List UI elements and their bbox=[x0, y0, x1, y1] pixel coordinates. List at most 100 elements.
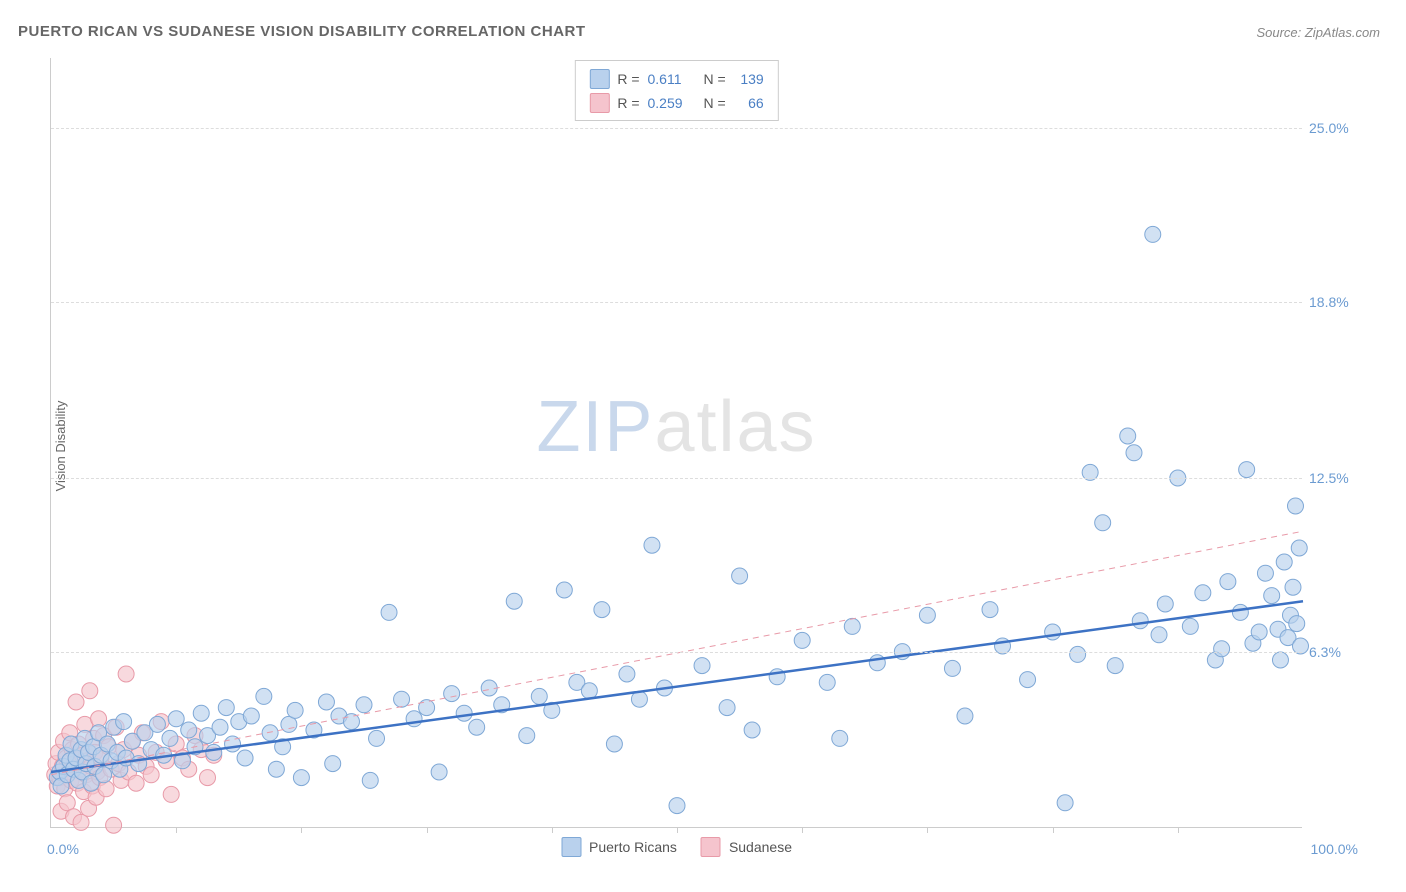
x-tick bbox=[1053, 827, 1054, 833]
r-value-su: 0.259 bbox=[648, 95, 696, 111]
data-point bbox=[819, 674, 835, 690]
trend-line bbox=[51, 601, 1303, 772]
data-point bbox=[96, 767, 112, 783]
data-point bbox=[556, 582, 572, 598]
data-point bbox=[1276, 554, 1292, 570]
swatch-su bbox=[589, 93, 609, 113]
data-point bbox=[1095, 515, 1111, 531]
data-point bbox=[82, 683, 98, 699]
data-point bbox=[1145, 226, 1161, 242]
data-point bbox=[106, 817, 122, 833]
chart-title: PUERTO RICAN VS SUDANESE VISION DISABILI… bbox=[18, 23, 586, 40]
x-max-label: 100.0% bbox=[1311, 841, 1358, 857]
data-point bbox=[212, 719, 228, 735]
n-label: N = bbox=[704, 95, 726, 111]
gridline-h bbox=[51, 478, 1302, 479]
data-point bbox=[419, 700, 435, 716]
data-point bbox=[73, 814, 89, 830]
data-point bbox=[744, 722, 760, 738]
y-tick-label: 6.3% bbox=[1309, 644, 1364, 660]
data-point bbox=[163, 786, 179, 802]
data-point bbox=[832, 730, 848, 746]
trend-line bbox=[51, 531, 1303, 775]
data-point bbox=[143, 767, 159, 783]
data-point bbox=[343, 714, 359, 730]
data-point bbox=[1195, 585, 1211, 601]
data-point bbox=[98, 781, 114, 797]
stats-legend: R = 0.611 N = 139 R = 0.259 N = 66 bbox=[574, 60, 778, 121]
y-tick-label: 18.8% bbox=[1309, 294, 1364, 310]
stats-row-pr: R = 0.611 N = 139 bbox=[589, 67, 763, 91]
data-point bbox=[243, 708, 259, 724]
n-label: N = bbox=[704, 71, 726, 87]
data-point bbox=[1251, 624, 1267, 640]
data-point bbox=[594, 602, 610, 618]
x-tick bbox=[176, 827, 177, 833]
data-point bbox=[237, 750, 253, 766]
data-point bbox=[181, 722, 197, 738]
data-point bbox=[919, 607, 935, 623]
data-point bbox=[1070, 646, 1086, 662]
data-point bbox=[168, 711, 184, 727]
data-point bbox=[644, 537, 660, 553]
data-point bbox=[619, 666, 635, 682]
x-tick bbox=[802, 827, 803, 833]
data-point bbox=[1264, 588, 1280, 604]
data-point bbox=[581, 683, 597, 699]
swatch-pr bbox=[589, 69, 609, 89]
stats-row-su: R = 0.259 N = 66 bbox=[589, 91, 763, 115]
x-tick bbox=[927, 827, 928, 833]
r-label: R = bbox=[617, 95, 639, 111]
data-point bbox=[325, 756, 341, 772]
x-tick bbox=[427, 827, 428, 833]
chart-plot-area: ZIPatlas R = 0.611 N = 139 R = 0.259 N =… bbox=[50, 58, 1302, 828]
y-tick-label: 25.0% bbox=[1309, 120, 1364, 136]
data-point bbox=[444, 686, 460, 702]
data-point bbox=[318, 694, 334, 710]
data-point bbox=[68, 694, 84, 710]
x-tick bbox=[301, 827, 302, 833]
data-point bbox=[1285, 579, 1301, 595]
legend-item-pr: Puerto Ricans bbox=[561, 837, 677, 857]
data-point bbox=[381, 604, 397, 620]
data-point bbox=[1132, 613, 1148, 629]
data-point bbox=[193, 705, 209, 721]
data-point bbox=[1020, 672, 1036, 688]
data-point bbox=[1257, 565, 1273, 581]
data-point bbox=[162, 730, 178, 746]
data-point bbox=[287, 702, 303, 718]
data-point bbox=[118, 666, 134, 682]
data-point bbox=[982, 602, 998, 618]
data-point bbox=[944, 660, 960, 676]
data-point bbox=[1289, 616, 1305, 632]
data-point bbox=[128, 775, 144, 791]
data-point bbox=[1057, 795, 1073, 811]
data-point bbox=[262, 725, 278, 741]
data-point bbox=[1220, 574, 1236, 590]
data-point bbox=[362, 772, 378, 788]
gridline-h bbox=[51, 302, 1302, 303]
data-point bbox=[606, 736, 622, 752]
r-label: R = bbox=[617, 71, 639, 87]
data-point bbox=[869, 655, 885, 671]
n-value-pr: 139 bbox=[734, 71, 764, 87]
data-point bbox=[394, 691, 410, 707]
data-point bbox=[1151, 627, 1167, 643]
data-point bbox=[1107, 658, 1123, 674]
data-point bbox=[369, 730, 385, 746]
legend-label-pr: Puerto Ricans bbox=[589, 839, 677, 855]
data-point bbox=[356, 697, 372, 713]
data-point bbox=[957, 708, 973, 724]
data-point bbox=[268, 761, 284, 777]
x-min-label: 0.0% bbox=[47, 841, 79, 857]
data-point bbox=[1214, 641, 1230, 657]
data-point bbox=[1120, 428, 1136, 444]
data-point bbox=[844, 618, 860, 634]
scatter-svg bbox=[51, 58, 1302, 827]
legend-item-su: Sudanese bbox=[701, 837, 792, 857]
source-label: Source: ZipAtlas.com bbox=[1256, 25, 1380, 40]
data-point bbox=[669, 798, 685, 814]
r-value-pr: 0.611 bbox=[648, 71, 696, 87]
data-point bbox=[1287, 498, 1303, 514]
x-tick bbox=[1178, 827, 1179, 833]
